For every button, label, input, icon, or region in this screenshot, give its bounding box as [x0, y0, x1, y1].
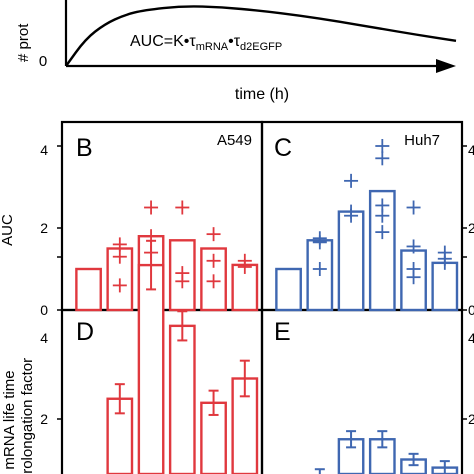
tick-label-row1-right: 0: [468, 302, 474, 318]
tick-label-row1-right: 2: [468, 220, 474, 236]
panel-a-equation: AUC=K•τmRNA•τd2EGFP: [130, 33, 282, 53]
panel-c-cell-label: Huh7: [404, 132, 440, 149]
panel-a-curve: [65, 5, 457, 67]
prolongation-axis-label-line2: prolongation factor: [19, 358, 36, 474]
panel-c-letter: C: [274, 134, 292, 162]
bar-c: [275, 267, 302, 312]
panel-b-letter: B: [76, 134, 93, 162]
equation-sub2: d2EGFP: [240, 41, 282, 53]
equation-mid: •τ: [228, 33, 241, 50]
panel-a: # prot 0 AUC=K•τmRNA•τd2EGFP time (h): [15, 0, 457, 103]
panel-d-letter: D: [76, 318, 94, 346]
tick-label-row2-left: 4: [40, 330, 48, 346]
tick-label-row1-right: 4: [468, 142, 474, 158]
bar-d: [137, 263, 165, 474]
tick-label-row1-left: 4: [40, 142, 48, 158]
tick-label-row2-right: 2: [468, 411, 474, 427]
auc-axis-label: AUC: [0, 214, 16, 246]
prolongation-axis-label-line1: mRNA life time: [1, 370, 18, 469]
tick-label-row2-right: 4: [468, 330, 474, 346]
panel-a-y-zero-label: 0: [39, 53, 47, 70]
panel-a-ylabel: # prot: [15, 23, 32, 62]
tick-label-row1-left: 0: [40, 302, 48, 318]
bar-c: [337, 210, 365, 312]
bar-b: [75, 267, 102, 312]
bar-c: [431, 261, 459, 312]
panel-a-xlabel: time (h): [235, 86, 289, 103]
tick-label-row1-left: 2: [40, 220, 48, 236]
tick-label-row2-left: 2: [40, 411, 48, 427]
equation-main: AUC=K•τ: [130, 33, 196, 50]
panel-e-letter: E: [274, 318, 291, 346]
equation-sub1: mRNA: [196, 41, 229, 53]
bar-d: [168, 324, 196, 474]
x-axis-arrow-icon: [436, 59, 456, 73]
panel-b-cell-label: A549: [217, 132, 252, 149]
